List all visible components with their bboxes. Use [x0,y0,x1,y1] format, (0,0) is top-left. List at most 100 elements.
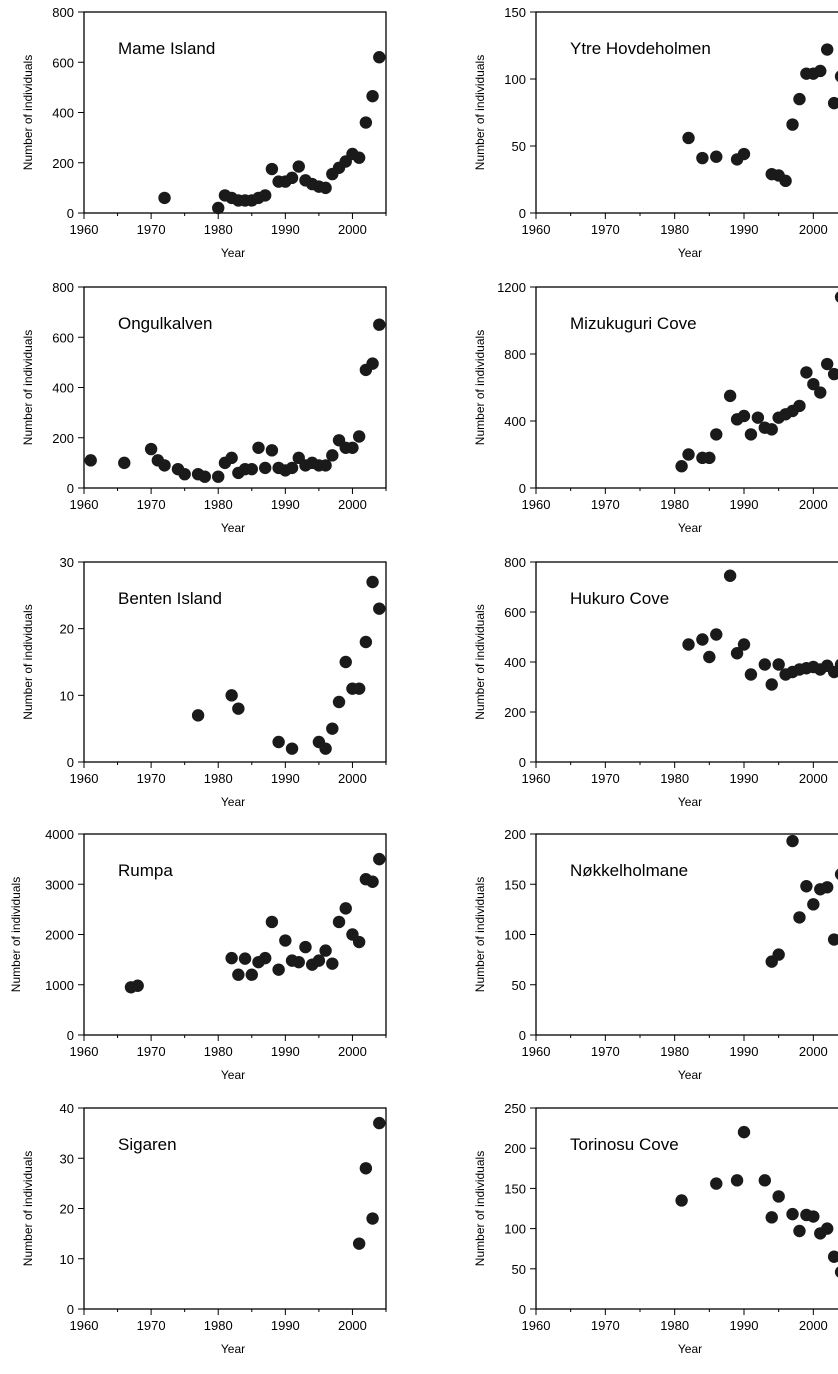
data-point [682,448,695,461]
data-point [373,1116,386,1130]
data-point [265,444,279,457]
chart-panel-2: 1960 1970 1980 1990 2000 0 200 400 600 800 Year Num… [21,280,387,535]
y-tick-label: 600 [52,330,74,345]
x-tick-label: 1970 [591,1044,620,1059]
y-tick-label: 20 [60,1202,74,1217]
y-axis-title: Number of individuals [21,604,35,719]
x-tick-label: 1960 [522,1318,551,1333]
panel-title: Mizukuguri Cove [570,314,697,333]
data-point [299,940,312,954]
data-point [723,389,737,403]
chart-panel-9: 1960 1970 1980 1990 2000 0 50 100 150 200 250 Year N… [473,1101,838,1356]
data-point [737,147,751,161]
y-tick-label: 200 [504,1141,526,1156]
data-point [807,898,820,911]
data-point [118,456,131,470]
x-tick-label: 1990 [730,771,759,786]
y-tick-label: 600 [52,55,74,70]
x-tick-label: 1980 [660,1044,689,1059]
data-point [373,318,386,331]
data-point [730,647,744,660]
data-point [252,441,265,454]
y-tick-label: 400 [504,655,526,670]
y-tick-label: 400 [52,106,74,121]
data-point [821,357,834,371]
x-tick-label: 2000 [338,497,367,512]
x-tick-label: 1990 [730,497,759,512]
data-point [786,834,799,848]
data-point [737,1125,751,1139]
data-point [259,951,272,965]
x-tick-label: 1970 [137,771,166,786]
y-tick-label: 0 [519,1028,526,1043]
x-tick-label: 1970 [591,222,620,237]
x-tick-label: 1990 [271,1044,300,1059]
y-tick-label: 0 [519,481,526,496]
data-point [326,957,339,970]
y-tick-label: 0 [67,1302,74,1317]
data-point [737,638,751,651]
x-axis-title: Year [221,521,245,535]
y-tick-label: 200 [52,156,74,171]
data-point [696,633,709,646]
plot-frame [535,286,838,489]
x-tick-label: 1960 [522,771,551,786]
y-axis-title: Number of individuals [473,330,487,445]
y-tick-label: 0 [519,1302,526,1317]
data-point [765,678,778,691]
y-tick-label: 200 [52,431,74,446]
data-point [285,742,299,755]
data-point [821,43,834,56]
data-point [814,64,827,78]
x-tick-label: 1970 [137,1044,166,1059]
y-axis-title: Number of individuals [473,1151,487,1266]
chart-panel-4: 1960 1970 1980 1990 2000 0 10 20 30 Year Number of… [21,555,387,809]
x-tick-label: 1970 [591,771,620,786]
y-tick-label: 800 [52,280,74,295]
data-point [821,881,834,894]
data-point [212,201,225,215]
x-tick-label: 1980 [660,1318,689,1333]
data-point [703,451,716,465]
data-point [198,470,211,483]
y-tick-label: 30 [60,555,74,570]
data-point [326,449,339,462]
data-point [758,658,771,671]
y-tick-label: 800 [504,347,526,362]
data-point [352,151,366,164]
data-point [212,470,225,483]
x-tick-label: 2000 [799,771,828,786]
data-point [710,628,723,641]
data-point [793,399,806,413]
y-tick-label: 400 [504,414,526,429]
data-point [744,428,758,441]
y-tick-label: 0 [519,206,526,221]
data-point [793,1224,806,1238]
data-point [827,665,838,679]
data-point [772,948,785,961]
data-point [292,955,305,969]
panel-title: Torinosu Cove [570,1135,679,1154]
y-tick-label: 0 [67,1028,74,1043]
x-axis-title: Year [678,521,702,535]
x-axis-title: Year [221,246,245,260]
panel-title: Ytre Hovdeholmen [570,39,711,58]
panel-title: Mame Island [118,39,215,58]
data-point [786,118,799,131]
data-point [319,459,332,472]
y-tick-label: 0 [67,755,74,770]
data-point [352,935,366,949]
data-point [834,659,838,670]
x-tick-label: 1960 [522,497,551,512]
chart-panel-7: 1960 1970 1980 1990 2000 0 50 100 150 200 Year Numb… [473,827,838,1082]
data-point [346,441,359,454]
x-tick-label: 1970 [137,497,166,512]
data-point [272,963,285,976]
y-tick-label: 3000 [45,877,74,892]
data-point [765,1211,778,1224]
data-point [373,852,386,866]
data-point [730,1174,744,1187]
data-point [366,357,379,370]
y-tick-label: 30 [60,1151,74,1166]
x-tick-label: 1960 [70,1318,99,1333]
